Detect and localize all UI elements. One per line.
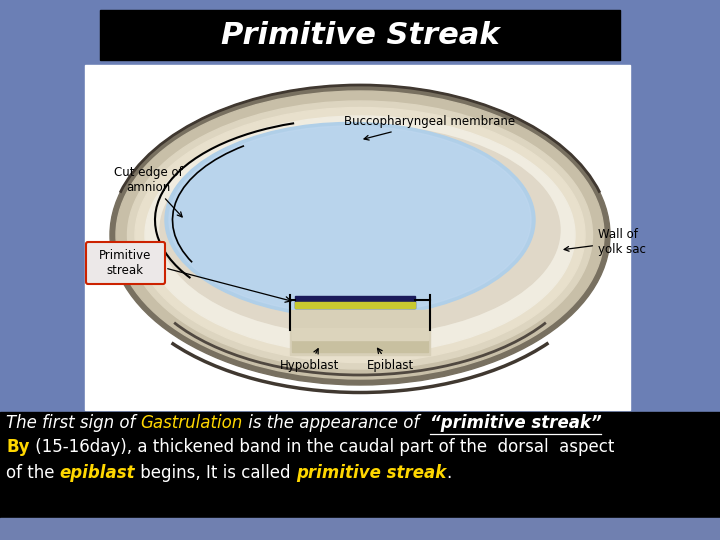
Bar <box>290 310 430 355</box>
Text: Buccopharyngeal membrane: Buccopharyngeal membrane <box>344 116 516 140</box>
Text: begins, It is called: begins, It is called <box>135 464 296 482</box>
FancyBboxPatch shape <box>86 242 165 284</box>
Text: Epiblast: Epiblast <box>366 348 413 372</box>
Text: (15-16day), a thickened band in the caudal part of the  dorsal  aspect: (15-16day), a thickened band in the caud… <box>30 438 614 456</box>
Text: primitive streak: primitive streak <box>296 464 446 482</box>
Text: of the: of the <box>6 464 60 482</box>
Ellipse shape <box>127 101 593 369</box>
Text: is the appearance of: is the appearance of <box>243 414 430 432</box>
Ellipse shape <box>116 91 604 379</box>
Bar <box>292 328 428 340</box>
Bar <box>85 65 630 410</box>
Text: .: . <box>446 464 451 482</box>
Ellipse shape <box>110 85 610 385</box>
Text: The first sign of: The first sign of <box>6 414 140 432</box>
Bar <box>0 412 720 520</box>
Bar <box>292 340 428 352</box>
Ellipse shape <box>165 123 535 318</box>
Ellipse shape <box>160 125 560 335</box>
Text: Cut edge of
amnion: Cut edge of amnion <box>114 166 182 217</box>
Bar <box>295 302 415 308</box>
Text: Hypoblast: Hypoblast <box>280 349 340 372</box>
Text: By: By <box>6 438 30 456</box>
Text: Gastrulation: Gastrulation <box>140 414 243 432</box>
Ellipse shape <box>145 116 575 354</box>
Bar <box>0 518 720 540</box>
Text: “primitive streak”: “primitive streak” <box>430 414 601 432</box>
Ellipse shape <box>135 107 585 362</box>
Bar <box>295 296 415 308</box>
Text: epiblast: epiblast <box>60 464 135 482</box>
Text: Primitive
streak: Primitive streak <box>99 249 151 277</box>
Ellipse shape <box>169 126 531 314</box>
Bar <box>100 10 620 60</box>
Text: Wall of
yolk sac: Wall of yolk sac <box>564 228 646 256</box>
Text: Primitive Streak: Primitive Streak <box>221 21 499 50</box>
